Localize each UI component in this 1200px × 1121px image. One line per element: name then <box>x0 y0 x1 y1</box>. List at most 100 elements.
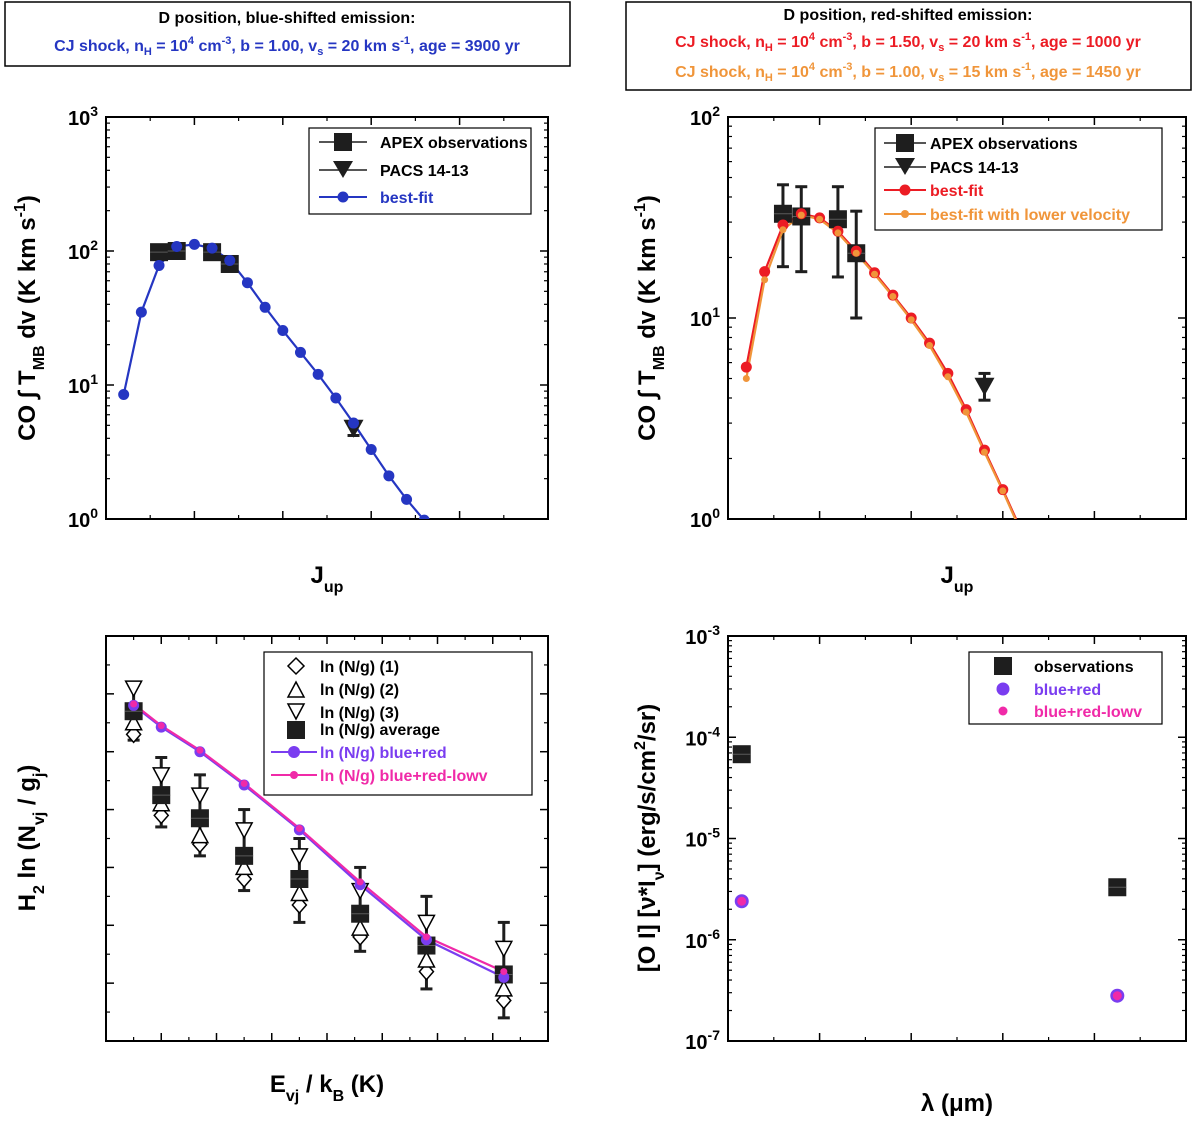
legend-label-lowv: ln (N/g) blue+red-lowv <box>320 768 488 785</box>
best-fit-with-lower-velocity-point <box>980 448 988 456</box>
best-fit-point <box>294 346 306 358</box>
ln-n-g-blue-red-lowv-point <box>356 878 364 886</box>
header-red-title: D position, red-shifted emission: <box>784 7 1033 24</box>
best-fit-point <box>259 301 271 313</box>
y-axis-label: H2 ln (Nvj / gj) <box>14 765 48 912</box>
legend-marker-lowv <box>901 210 909 218</box>
header-blue-title: D position, blue-shifted emission: <box>159 10 416 27</box>
ln-n-g-1-point <box>125 725 142 744</box>
pacs-14-13-point <box>974 377 995 396</box>
best-fit-with-lower-velocity-point <box>999 487 1007 495</box>
legend-marker-bestfit <box>899 184 911 196</box>
best-fit-point <box>740 361 752 373</box>
best-fit-with-lower-velocity-point <box>889 292 897 300</box>
best-fit-point <box>153 259 165 271</box>
ln-n-g-blue-red-lowv-point <box>422 933 430 941</box>
legend-marker-lowv <box>290 771 298 779</box>
legend-label-bestfit: best-fit <box>380 190 434 207</box>
y-axis-label: CO ∫ TMB dv (K km s-1) <box>12 195 48 441</box>
legend-marker-bluered <box>996 682 1010 696</box>
y-tick-label: 101 <box>690 304 720 331</box>
best-fit-point <box>418 514 430 519</box>
ln-n-g-2-point <box>124 713 143 731</box>
y-axis-label: CO ∫ TMB dv (K km s-1) <box>632 195 668 441</box>
ln-n-g-1-point <box>418 962 435 981</box>
ln-n-g-3-point <box>417 914 436 932</box>
legend-label-ln1: ln (N/g) (1) <box>320 659 399 676</box>
y-axis-label: [O I] [ν*Iν] (erg/s/cm2/sr) <box>632 704 668 973</box>
blue-red-lowv-point <box>1112 991 1122 1001</box>
plot-area <box>118 238 430 519</box>
legend-label-obs: observations <box>1034 659 1134 676</box>
best-fit-point <box>312 368 324 380</box>
ln-n-g-2-point <box>290 883 309 902</box>
legend-marker-bluered <box>288 746 300 758</box>
y-tick-label: 10-6 <box>685 926 720 953</box>
best-fit-with-lower-velocity-point <box>816 215 824 223</box>
y-tick-label: 10-4 <box>685 723 720 750</box>
legend-marker-avg <box>287 721 305 739</box>
plot-area <box>732 745 1127 1003</box>
best-fit-point <box>135 306 147 318</box>
best-fit-point <box>330 392 342 404</box>
ln-n-g-3-point <box>152 767 171 785</box>
header-red-params: CJ shock, nH = 104 cm-3, b = 1.50, vs = … <box>675 31 1141 54</box>
best-fit-point <box>188 238 200 250</box>
ln-n-g-2-point <box>190 826 210 844</box>
legend-label-apex: APEX observations <box>930 136 1078 153</box>
best-fit-with-lower-velocity-point <box>962 408 970 416</box>
ln-n-g-3-point <box>124 680 143 698</box>
blue-red-lowv-point <box>737 896 747 906</box>
x-axis-label: Jup <box>941 562 974 596</box>
best-fit-point <box>348 417 360 429</box>
ln-n-g-3-point <box>290 848 309 866</box>
ln-n-g-3-point <box>494 940 514 959</box>
ln-n-g-blue-red-lowv-line <box>132 703 505 973</box>
legend-marker-pacs <box>333 161 353 178</box>
best-fit-with-lower-velocity-point <box>742 375 750 383</box>
legend-marker-ln1 <box>286 656 306 676</box>
legend-marker-ln2 <box>286 680 306 698</box>
legend-marker-ln3 <box>286 703 306 721</box>
best-fit-point <box>118 388 130 400</box>
y-tick-label: 100 <box>690 505 720 532</box>
y-tick-label: 10-5 <box>685 825 720 852</box>
legend-label-ln2: ln (N/g) (2) <box>320 682 399 699</box>
best-fit-with-lower-velocity-point <box>852 249 860 257</box>
ln-n-g-blue-red-lowv-point <box>500 968 508 976</box>
ln-n-g-2-point <box>350 918 370 936</box>
ln-n-g-blue-red-lowv-point <box>295 824 303 832</box>
header-red-lowv-params: CJ shock, nH = 104 cm-3, b = 1.00, vs = … <box>675 61 1141 84</box>
x-axis-label: Jup <box>311 562 344 596</box>
y-tick-label: 102 <box>690 103 720 130</box>
panel-oi: 10-7 10-6 10-5 10-4 10-3 λ (μm) [O I] [ν*Iν]… <box>632 622 1187 1117</box>
best-fit-point <box>401 493 413 505</box>
y-tick-label: 10-7 <box>685 1027 720 1054</box>
header-blue-params: CJ shock, nH = 104 cm-3, b = 1.00, vs = … <box>54 35 520 58</box>
plot-area <box>124 680 514 1020</box>
best-fit-with-lower-velocity-point <box>907 316 915 324</box>
plot-area <box>740 183 1018 519</box>
header-blue: D position, blue-shifted emission: CJ sh… <box>4 1 571 67</box>
legend-marker-apex <box>896 134 914 152</box>
ln-n-g-2-point <box>417 950 436 968</box>
x-axis-label: λ (μm) <box>921 1090 993 1116</box>
legend-marker-obs <box>994 657 1012 675</box>
x-axis-label: Evj / kB (K) <box>270 1071 384 1105</box>
header-red: D position, red-shifted emission: CJ sho… <box>625 1 1192 91</box>
y-tick-label: 100 <box>68 505 98 532</box>
ln-n-g-3-point <box>190 787 210 805</box>
ln-n-g-blue-red-lowv-point <box>130 700 138 708</box>
legend-marker-apex <box>334 133 352 151</box>
ln-n-g-2-point <box>234 857 254 876</box>
legend-label-lowv: blue+red-lowv <box>1034 704 1142 721</box>
legend-label-avg: ln (N/g) average <box>320 722 440 739</box>
legend-label-pacs: PACS 14-13 <box>930 160 1019 177</box>
legend-marker-bestfit <box>337 191 349 203</box>
legend-marker-lowv <box>998 706 1008 716</box>
best-fit-with-lower-velocity-point <box>834 229 842 237</box>
ln-n-g-1-point <box>153 806 170 825</box>
ln-n-g-blue-red-lowv-point <box>157 722 165 730</box>
